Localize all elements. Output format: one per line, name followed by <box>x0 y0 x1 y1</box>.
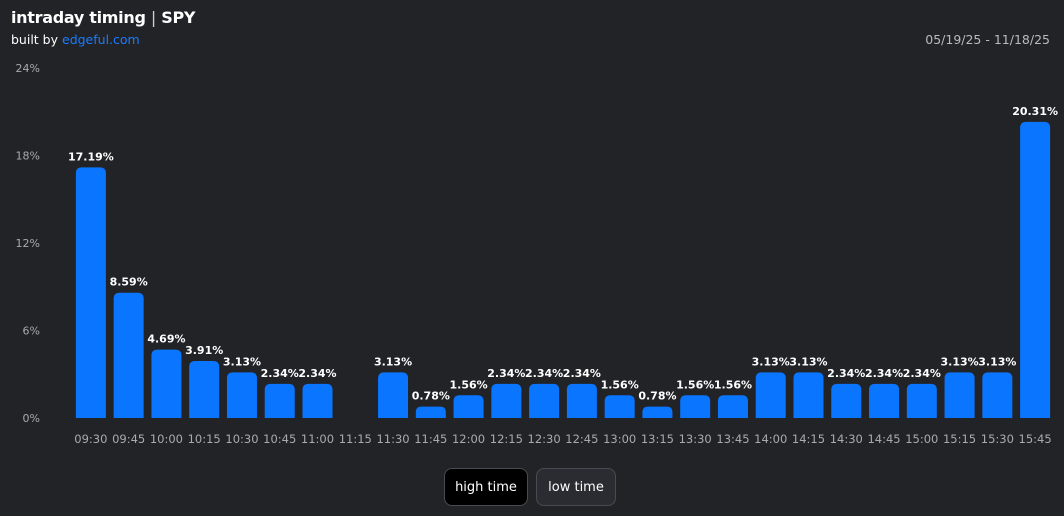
data-label: 1.56% <box>676 378 714 391</box>
bar-1245 <box>566 383 597 418</box>
bar-1015 <box>189 360 220 418</box>
bar-1000 <box>151 349 182 418</box>
built-by-prefix: built by <box>11 32 59 47</box>
data-label: 2.34% <box>487 367 525 380</box>
bar-1145 <box>415 406 446 418</box>
bar-0930 <box>75 167 106 418</box>
x-tick-label: 14:15 <box>792 432 825 446</box>
bar-1300 <box>604 395 635 418</box>
bar-1030 <box>226 372 257 418</box>
x-tick-label: 13:30 <box>679 432 712 446</box>
y-tick-label: 24% <box>16 62 40 75</box>
bar-1515 <box>944 372 975 418</box>
x-tick-label: 13:15 <box>641 432 674 446</box>
bar-1345 <box>717 395 748 418</box>
bar-1530 <box>982 372 1013 418</box>
x-tick-label: 11:00 <box>301 432 334 446</box>
x-tick-label: 14:30 <box>830 432 863 446</box>
bar-1400 <box>755 372 786 418</box>
bar-1100 <box>302 383 333 418</box>
x-tick-label: 10:00 <box>150 432 183 446</box>
bar-1415 <box>793 372 824 418</box>
data-label: 3.13% <box>752 355 790 368</box>
bar-chart: 0% 6% 12% 18% 24% 17.19% 09:30 8.59% 09:45 4.69% 1… <box>16 62 1058 446</box>
bar-1045 <box>264 383 295 418</box>
x-tick-label: 15:15 <box>943 432 976 446</box>
data-label: 20.31% <box>1012 105 1058 118</box>
bar-1315 <box>642 406 673 418</box>
bar-1430 <box>831 383 862 418</box>
low-time-button[interactable]: low time <box>536 468 616 506</box>
data-label: 3.13% <box>978 355 1016 368</box>
bar-1500 <box>906 383 937 418</box>
x-tick-label: 10:45 <box>263 432 296 446</box>
built-by: built by edgeful.com <box>11 32 140 47</box>
bar-1445 <box>869 383 900 418</box>
data-label: 4.69% <box>147 333 185 346</box>
title-text: intraday timing <box>11 8 146 27</box>
x-tick-label: 14:00 <box>754 432 787 446</box>
edgeful-link[interactable]: edgeful.com <box>62 32 140 47</box>
chart-title: intraday timing | SPY <box>11 8 196 27</box>
data-label: 3.13% <box>789 355 827 368</box>
bar-1330 <box>680 395 711 418</box>
data-label: 3.13% <box>374 355 412 368</box>
data-label: 2.34% <box>903 367 941 380</box>
bar-1130 <box>378 372 409 418</box>
title-separator: | <box>150 8 156 27</box>
y-tick-label: 18% <box>16 150 40 163</box>
data-label: 3.13% <box>223 355 261 368</box>
data-label: 3.91% <box>185 344 223 357</box>
x-tick-label: 15:30 <box>981 432 1014 446</box>
y-tick-label: 0% <box>23 412 40 425</box>
bar-1200 <box>453 395 484 418</box>
bar-1545 <box>1020 121 1051 418</box>
date-range: 05/19/25 - 11/18/25 <box>925 32 1050 47</box>
bar-0945 <box>113 292 144 418</box>
data-label: 2.34% <box>525 367 563 380</box>
x-tick-label: 09:30 <box>74 432 107 446</box>
x-tick-label: 09:45 <box>112 432 145 446</box>
data-label: 1.56% <box>449 378 487 391</box>
x-tick-label: 10:15 <box>188 432 221 446</box>
x-tick-label: 13:00 <box>603 432 636 446</box>
data-label: 2.34% <box>865 367 903 380</box>
bar-1215 <box>491 383 522 418</box>
y-tick-label: 12% <box>16 237 40 250</box>
y-tick-label: 6% <box>23 325 40 338</box>
high-time-button[interactable]: high time <box>444 468 528 506</box>
ticker-symbol: SPY <box>161 8 196 27</box>
data-label: 2.34% <box>563 367 601 380</box>
bar-1230 <box>529 383 560 418</box>
data-label: 3.13% <box>940 355 978 368</box>
x-tick-label: 14:45 <box>867 432 900 446</box>
x-tick-label: 12:45 <box>565 432 598 446</box>
x-tick-label: 11:15 <box>339 432 372 446</box>
data-label: 8.59% <box>110 276 148 289</box>
data-label: 1.56% <box>714 378 752 391</box>
data-label: 2.34% <box>298 367 336 380</box>
data-label: 17.19% <box>68 150 114 163</box>
data-label: 0.78% <box>412 390 450 403</box>
data-label: 2.34% <box>827 367 865 380</box>
x-tick-label: 10:30 <box>225 432 258 446</box>
x-tick-label: 12:15 <box>490 432 523 446</box>
data-label: 2.34% <box>261 367 299 380</box>
x-tick-label: 13:45 <box>716 432 749 446</box>
data-label: 0.78% <box>638 390 676 403</box>
x-tick-label: 12:30 <box>528 432 561 446</box>
x-tick-label: 11:45 <box>414 432 447 446</box>
x-tick-label: 11:30 <box>376 432 409 446</box>
x-tick-label: 15:45 <box>1019 432 1052 446</box>
x-tick-label: 15:00 <box>905 432 938 446</box>
data-label: 1.56% <box>601 378 639 391</box>
x-tick-label: 12:00 <box>452 432 485 446</box>
